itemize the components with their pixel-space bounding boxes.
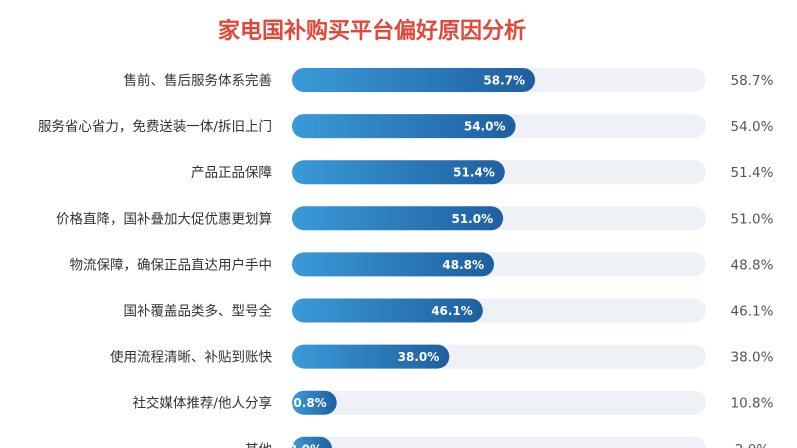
bar-rows: 售前、售后服务体系完善 58.7% 58.7% 服务省心省力，免费送装一体/拆旧上门 5…: [38, 68, 774, 448]
bar-value-label: 38.0%: [398, 350, 440, 364]
category-label: 国补覆盖品类多、型号全: [124, 303, 273, 320]
bar: [292, 160, 505, 185]
bar-track: [292, 436, 706, 448]
bar-value-label: 46.1%: [431, 304, 473, 318]
bar: [292, 390, 337, 415]
value-label: 38.0%: [731, 350, 774, 366]
category-label: 社交媒体推荐/他人分享: [132, 395, 272, 412]
value-label: 2.0%: [735, 442, 769, 448]
bar: [292, 68, 536, 92]
category-label: 产品正品保障: [191, 165, 272, 181]
bar-value-label: 48.8%: [442, 258, 484, 272]
bar-value-label: 2.0%: [289, 442, 322, 448]
category-label: 服务省心省力，免费送装一体/拆旧上门: [38, 119, 272, 135]
bar: [292, 114, 516, 139]
value-label: 51.4%: [731, 165, 774, 181]
value-label: 58.7%: [731, 73, 774, 89]
bar-value-label: 54.0%: [464, 120, 506, 134]
value-label: 51.0%: [731, 211, 774, 227]
value-label: 10.8%: [731, 396, 774, 412]
category-label: 售前、售后服务体系完善: [124, 72, 273, 89]
bar-value-label: 51.4%: [453, 166, 495, 180]
bar-value-label: 10.8%: [285, 396, 327, 410]
bar: [292, 344, 450, 369]
bar: [292, 298, 483, 323]
value-label: 48.8%: [731, 257, 774, 273]
bar-row: 使用流程清晰、补贴到账快 38.0% 38.0%: [110, 344, 774, 369]
bar-track: [292, 390, 706, 415]
chart-title: 家电国补购买平台偏好原因分析: [218, 18, 526, 44]
bar-row: 产品正品保障 51.4% 51.4%: [191, 160, 774, 185]
bar: [292, 436, 332, 448]
bar: [292, 252, 495, 277]
bar-row: 售前、售后服务体系完善 58.7% 58.7%: [124, 68, 774, 92]
bar-row: 服务省心省力，免费送装一体/拆旧上门 54.0% 54.0%: [38, 114, 774, 139]
bar-value-label: 51.0%: [451, 212, 493, 226]
category-label: 使用流程清晰、补贴到账快: [110, 349, 272, 366]
bar-value-label: 58.7%: [483, 74, 525, 88]
value-label: 46.1%: [731, 304, 774, 320]
value-label: 54.0%: [731, 119, 774, 135]
bar-row: 物流保障，确保正品直达用户手中 48.8% 48.8%: [70, 252, 774, 277]
bar-row: 国补覆盖品类多、型号全 46.1% 46.1%: [124, 298, 774, 323]
bar: [292, 206, 504, 231]
bar-row: 价格直降，国补叠加大促优惠更划算 51.0% 51.0%: [56, 206, 774, 231]
category-label: 价格直降，国补叠加大促优惠更划算: [56, 211, 272, 227]
category-label: 其他: [245, 442, 272, 448]
category-label: 物流保障，确保正品直达用户手中: [70, 256, 273, 273]
bar-row: 其他 2.0% 2.0%: [245, 436, 769, 448]
bar-row: 社交媒体推荐/他人分享 10.8% 10.8%: [132, 390, 774, 415]
